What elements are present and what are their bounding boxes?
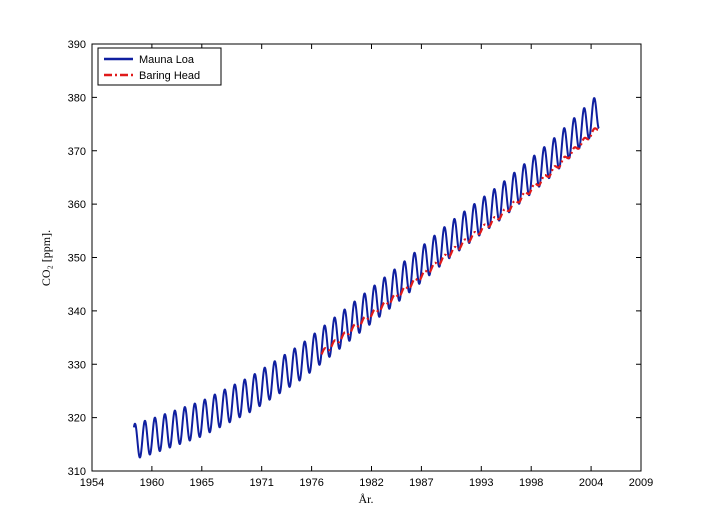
y-tick-label: 350 [68,253,86,265]
y-tick-label: 330 [68,359,86,371]
y-axis-label: CO₂ [ppm]. [39,230,53,286]
y-tick-label: 310 [68,466,86,478]
legend-box [97,47,222,86]
y-tick-label: 390 [68,39,86,51]
y-axis: 310 320 330 340 350 360 370 380 390 [68,39,641,478]
x-tick-label: 1954 [80,477,104,489]
x-tick-label: 1993 [469,477,493,489]
x-tick-label: 1965 [190,477,214,489]
series-layer [132,97,600,459]
series-line-mauna-loa [132,97,600,459]
y-tick-label: 340 [68,306,86,318]
x-tick-label: 1971 [249,477,273,489]
y-tick-label: 360 [68,199,86,211]
legend-label-baring-head: Baring Head [139,70,200,82]
y-tick-label: 320 [68,413,86,425]
x-axis-label: År. [359,492,374,506]
x-tick-label: 1960 [140,477,164,489]
legend-label-mauna-loa: Mauna Loa [139,54,195,66]
x-tick-label: 2004 [579,477,603,489]
x-tick-label: 1998 [519,477,543,489]
x-tick-label: 1982 [359,477,383,489]
y-tick-label: 380 [68,92,86,104]
x-axis: 1954 1960 1965 1971 1976 1982 1987 1993 1998 2004… [80,44,653,489]
x-tick-label: 1976 [299,477,323,489]
legend: Mauna Loa Baring Head [97,47,222,86]
x-tick-label: 1987 [409,477,433,489]
y-tick-label: 370 [68,146,86,158]
x-tick-label: 2009 [629,477,653,489]
series-line-baring-head [320,127,600,355]
